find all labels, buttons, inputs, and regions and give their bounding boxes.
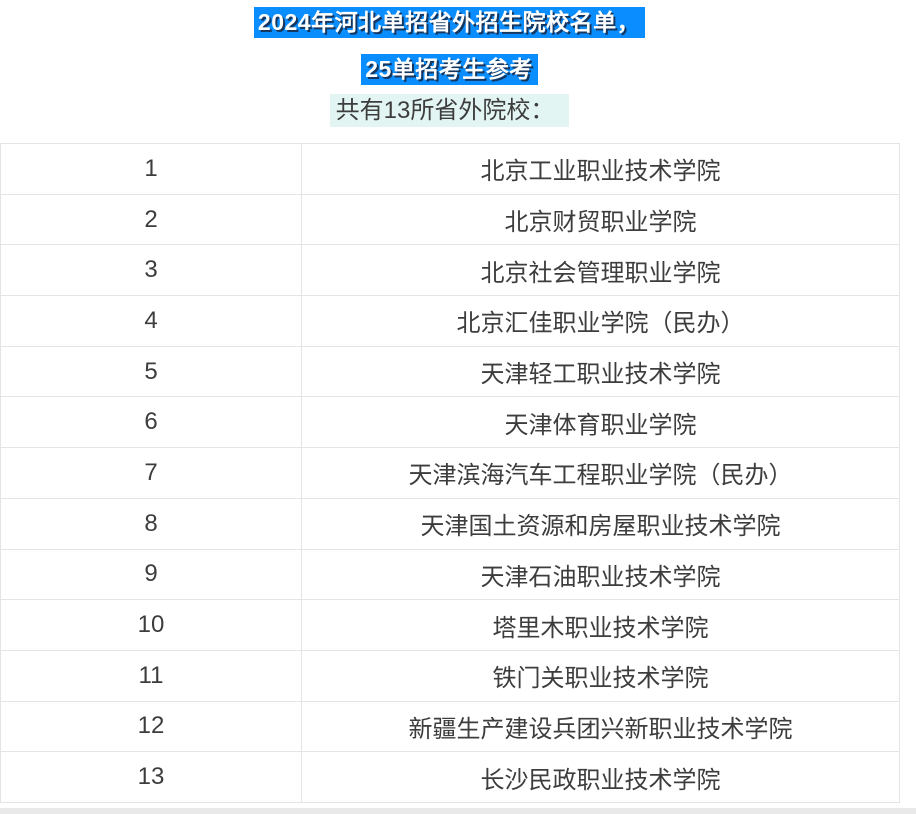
page-title-line-1: 2024年河北单招省外招生院校名单， <box>253 7 646 38</box>
college-name-cell: 北京汇佳职业学院（民办） <box>301 295 900 347</box>
college-table-body: 1 北京工业职业技术学院 2 北京财贸职业学院 3 北京社会管理职业学院 4 北京汇佳职业学院… <box>0 143 900 803</box>
table-row: 10 塔里木职业技术学院 <box>0 599 900 651</box>
college-name-cell: 天津轻工职业技术学院 <box>301 345 900 398</box>
college-name-cell: 北京财贸职业学院 <box>301 193 900 246</box>
table-row: 4 北京汇佳职业学院（民办） <box>0 295 900 347</box>
table-row: 13 长沙民政职业技术学院 <box>0 751 900 803</box>
college-name-cell: 长沙民政职业技术学院 <box>301 751 900 803</box>
subtitle-row: 共有13所省外院校： <box>0 94 899 127</box>
table-row: 5 天津轻工职业技术学院 <box>0 345 900 398</box>
row-index-cell: 7 <box>0 447 302 499</box>
title-line-1-row: 2024年河北单招省外招生院校名单， <box>0 7 899 38</box>
row-index-cell: 8 <box>0 497 302 550</box>
college-name-cell: 天津体育职业学院 <box>301 396 900 449</box>
college-name-cell: 天津国土资源和房屋职业技术学院 <box>301 497 900 550</box>
college-name-cell: 塔里木职业技术学院 <box>301 599 900 651</box>
row-index-cell: 9 <box>0 548 302 601</box>
row-index-cell: 1 <box>0 143 302 195</box>
row-index-cell: 10 <box>0 599 302 651</box>
subtitle-text: 共有13所省外院校： <box>329 94 570 127</box>
college-name-cell: 天津滨海汽车工程职业学院（民办） <box>301 447 900 499</box>
row-index-cell: 6 <box>0 396 302 449</box>
table-row: 2 北京财贸职业学院 <box>0 193 900 246</box>
table-row: 11 铁门关职业技术学院 <box>0 649 900 702</box>
table-row: 1 北京工业职业技术学院 <box>0 143 900 195</box>
row-index-cell: 13 <box>0 751 302 803</box>
college-name-cell: 新疆生产建设兵团兴新职业技术学院 <box>301 700 900 753</box>
college-name-cell: 北京工业职业技术学院 <box>301 143 900 195</box>
college-name-cell: 天津石油职业技术学院 <box>301 548 900 601</box>
row-index-cell: 5 <box>0 345 302 398</box>
table-row: 8 天津国土资源和房屋职业技术学院 <box>0 497 900 550</box>
table-row: 3 北京社会管理职业学院 <box>0 244 900 297</box>
table-row: 9 天津石油职业技术学院 <box>0 548 900 601</box>
row-index-cell: 2 <box>0 193 302 246</box>
row-index-cell: 12 <box>0 700 302 753</box>
row-index-cell: 3 <box>0 244 302 297</box>
college-name-cell: 铁门关职业技术学院 <box>301 649 900 702</box>
page-title-line-2: 25单招考生参考 <box>361 54 538 85</box>
row-index-cell: 11 <box>0 649 302 702</box>
row-index-cell: 4 <box>0 295 302 347</box>
college-name-cell: 北京社会管理职业学院 <box>301 244 900 297</box>
table-row: 6 天津体育职业学院 <box>0 396 900 449</box>
table-row: 7 天津滨海汽车工程职业学院（民办） <box>0 447 900 499</box>
title-line-2-row: 25单招考生参考 <box>0 54 899 85</box>
table-row: 12 新疆生产建设兵团兴新职业技术学院 <box>0 700 900 753</box>
college-table: 1 北京工业职业技术学院 2 北京财贸职业学院 3 北京社会管理职业学院 4 北京汇佳职业学院… <box>0 143 900 803</box>
bottom-strip <box>0 808 916 814</box>
